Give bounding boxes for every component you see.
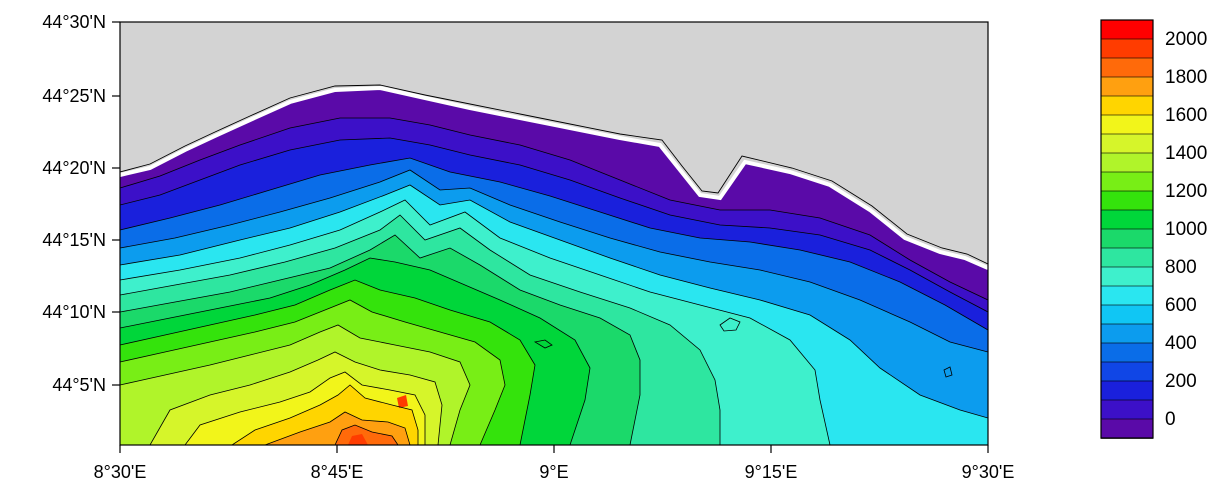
latitude-labels: 44°30'N 44°25'N 44°20'N 44°15'N 44°10'N … bbox=[42, 12, 106, 395]
colorbar-swatch bbox=[1100, 209, 1154, 230]
colorbar-label: 1400 bbox=[1165, 143, 1207, 164]
colorbar-label: 1000 bbox=[1165, 219, 1207, 240]
colorbar-swatch bbox=[1100, 19, 1154, 40]
colorbar-swatch bbox=[1100, 266, 1154, 287]
colorbar-swatch bbox=[1100, 38, 1154, 59]
lat-label: 44°30'N bbox=[42, 12, 106, 32]
colorbar-labels: 2000 1800 1600 1400 1200 1000 800 600 40… bbox=[1165, 29, 1207, 430]
colorbar-swatch bbox=[1100, 285, 1154, 306]
colorbar-label: 2000 bbox=[1165, 29, 1207, 50]
axis-ticks bbox=[112, 21, 989, 453]
lon-label: 9°E bbox=[539, 462, 568, 482]
colorbar-swatches bbox=[1100, 19, 1154, 439]
colorbar-swatch bbox=[1100, 342, 1154, 363]
colorbar-swatch bbox=[1100, 57, 1154, 78]
colorbar-swatch bbox=[1100, 304, 1154, 325]
colorbar-label: 200 bbox=[1165, 371, 1197, 392]
contour-lines bbox=[120, 117, 988, 445]
colorbar-swatch bbox=[1100, 323, 1154, 344]
colorbar-swatch bbox=[1100, 380, 1154, 401]
lat-label: 44°20'N bbox=[42, 158, 106, 178]
lon-label: 8°30'E bbox=[94, 462, 147, 482]
deep-spot bbox=[397, 395, 408, 408]
longitude-labels: 8°30'E 8°45'E 9°E 9°15'E 9°30'E bbox=[94, 462, 1015, 482]
colorbar-swatch bbox=[1100, 247, 1154, 268]
colorbar-swatch bbox=[1100, 361, 1154, 382]
coastline bbox=[120, 85, 988, 270]
colorbar-swatch bbox=[1100, 171, 1154, 192]
lon-label: 9°30'E bbox=[962, 462, 1015, 482]
lon-label: 9°15'E bbox=[745, 462, 798, 482]
colorbar-swatch bbox=[1100, 399, 1154, 420]
colorbar-swatch bbox=[1100, 152, 1154, 173]
colorbar-swatch bbox=[1100, 114, 1154, 135]
coastline-edge bbox=[120, 84, 988, 265]
colorbar-swatch bbox=[1100, 76, 1154, 97]
map-plot-area bbox=[120, 22, 988, 445]
colorbar-label: 800 bbox=[1165, 257, 1197, 278]
lat-label: 44°5'N bbox=[52, 375, 106, 395]
lat-label: 44°25'N bbox=[42, 86, 106, 106]
colorbar-frame bbox=[1100, 19, 1154, 439]
lat-label: 44°10'N bbox=[42, 302, 106, 322]
lon-label: 8°45'E bbox=[311, 462, 364, 482]
colorbar-label: 1800 bbox=[1165, 67, 1207, 88]
colorbar-label: 1600 bbox=[1165, 105, 1207, 126]
colorbar-label: 400 bbox=[1165, 333, 1197, 354]
colorbar: 2000 1800 1600 1400 1200 1000 800 600 40… bbox=[1100, 19, 1207, 439]
colorbar-swatch bbox=[1100, 133, 1154, 154]
colorbar-label: 0 bbox=[1165, 409, 1176, 430]
colorbar-swatch bbox=[1100, 190, 1154, 211]
colorbar-swatch bbox=[1100, 228, 1154, 249]
colorbar-swatch bbox=[1100, 418, 1154, 439]
colorbar-swatch bbox=[1100, 95, 1154, 116]
sea-band-18 bbox=[348, 434, 368, 445]
colorbar-label: 1200 bbox=[1165, 181, 1207, 202]
lat-label: 44°15'N bbox=[42, 230, 106, 250]
colorbar-label: 600 bbox=[1165, 295, 1197, 316]
